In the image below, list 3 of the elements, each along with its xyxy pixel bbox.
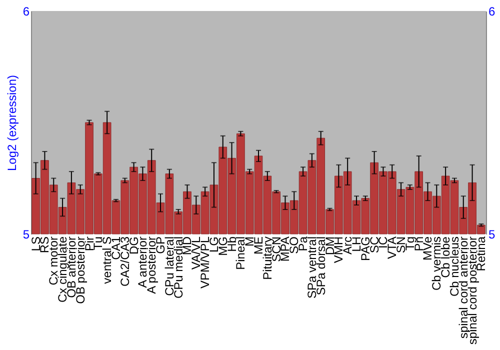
y2-tick-label: 6 <box>488 4 496 18</box>
y-axis-title: Log2 (expression) <box>4 74 19 172</box>
y2-tick-label: 5 <box>488 228 496 242</box>
